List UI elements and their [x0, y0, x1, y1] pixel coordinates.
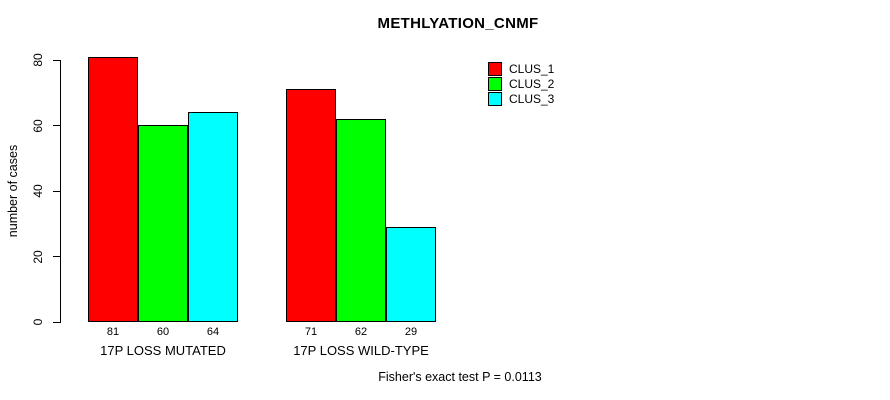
bar-value-label: 60 — [156, 326, 170, 338]
legend-item: CLUS_1 — [488, 61, 554, 76]
chart-title: METHLYATION_CNMF — [377, 15, 539, 32]
y-axis-label: number of cases — [6, 144, 20, 238]
legend-label: CLUS_3 — [509, 91, 555, 106]
legend-item: CLUS_2 — [488, 76, 554, 91]
y-axis-tick-label: 40 — [31, 184, 45, 198]
y-axis-line — [60, 60, 61, 323]
y-axis-tick — [53, 125, 61, 126]
x-category-label: 17P LOSS WILD-TYPE — [293, 343, 429, 358]
y-axis-tick — [53, 190, 61, 192]
bar-clus_3-1 — [188, 112, 238, 322]
legend-swatch-icon — [488, 76, 502, 91]
legend-label: CLUS_2 — [509, 76, 555, 91]
bar-value-label: 64 — [206, 326, 220, 338]
legend-item: CLUS_3 — [488, 91, 554, 106]
x-category-label: 17P LOSS MUTATED — [100, 343, 226, 358]
legend-label: CLUS_1 — [509, 61, 555, 76]
bar-value-label: 81 — [106, 326, 120, 338]
y-axis-tick-label: 20 — [31, 249, 45, 264]
y-axis-tick — [53, 256, 61, 257]
bar-clus_3-2 — [386, 227, 436, 322]
y-axis-tick-label: 80 — [31, 53, 45, 67]
bar-clus_1-2 — [286, 89, 336, 322]
bar-value-label: 62 — [354, 326, 368, 338]
bar-value-label: 71 — [304, 326, 318, 338]
bar-value-label: 29 — [404, 326, 418, 338]
legend-swatch-icon — [488, 91, 502, 106]
bar-clus_1-1 — [88, 57, 138, 322]
y-axis-tick-label: 0 — [31, 318, 45, 326]
legend-swatch-icon — [488, 61, 502, 76]
y-axis-tick — [53, 59, 61, 61]
legend: CLUS_1 CLUS_2 CLUS_3 — [488, 61, 554, 106]
bar-clus_2-2 — [336, 119, 386, 322]
footer-annotation: Fisher's exact test P = 0.0113 — [378, 370, 542, 384]
bar-clus_2-1 — [138, 125, 188, 322]
y-axis-tick — [53, 321, 61, 323]
y-axis-tick-label: 60 — [31, 118, 45, 133]
